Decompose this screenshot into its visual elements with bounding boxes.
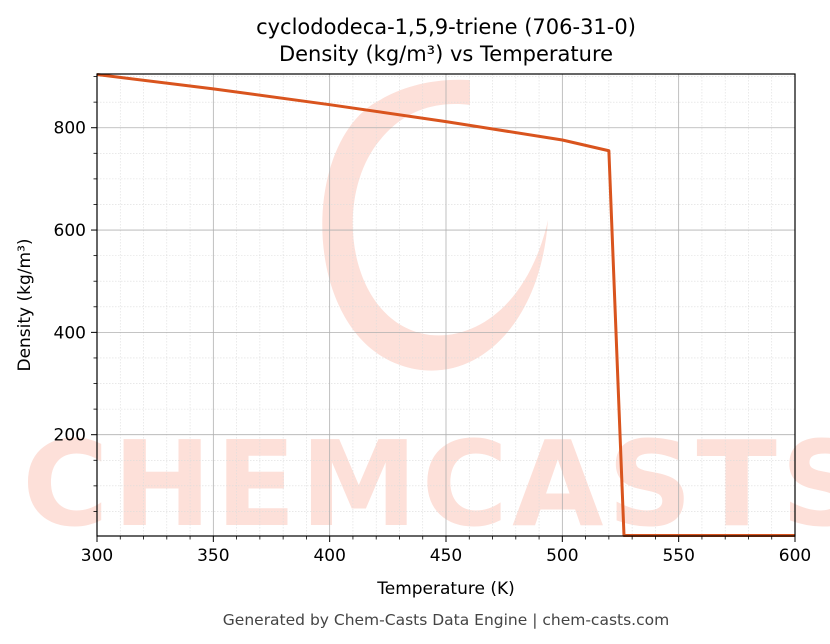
chart-subtitle: Density (kg/m³) vs Temperature <box>279 42 613 66</box>
x-tick-label: 400 <box>313 546 345 566</box>
watermark-logo-swoosh <box>322 79 548 371</box>
x-tick-label: 300 <box>81 546 113 566</box>
chart-title: cyclododeca-1,5,9-triene (706-31-0) <box>256 15 636 39</box>
footer-text: Generated by Chem-Casts Data Engine | ch… <box>223 611 669 629</box>
y-axis-ticks: 200 400 600 800 <box>54 76 97 512</box>
y-tick-label: 200 <box>54 426 86 446</box>
y-tick-label: 400 <box>54 323 86 343</box>
y-tick-label: 600 <box>54 221 86 241</box>
x-tick-label: 550 <box>662 546 694 566</box>
x-tick-label: 500 <box>546 546 578 566</box>
x-tick-label: 350 <box>197 546 229 566</box>
series-layer <box>96 73 795 537</box>
y-tick-label: 800 <box>54 119 86 139</box>
y-axis-label: Density (kg/m³) <box>15 238 35 371</box>
x-axis-label: Temperature (K) <box>376 579 515 599</box>
watermark: CHEMCASTS <box>22 79 830 553</box>
x-tick-label: 450 <box>430 546 462 566</box>
x-axis-ticks: 300 350 400 450 500 550 600 <box>81 536 811 566</box>
density-series-line <box>96 73 795 537</box>
x-tick-label: 600 <box>779 546 811 566</box>
watermark-text: CHEMCASTS <box>22 415 830 553</box>
